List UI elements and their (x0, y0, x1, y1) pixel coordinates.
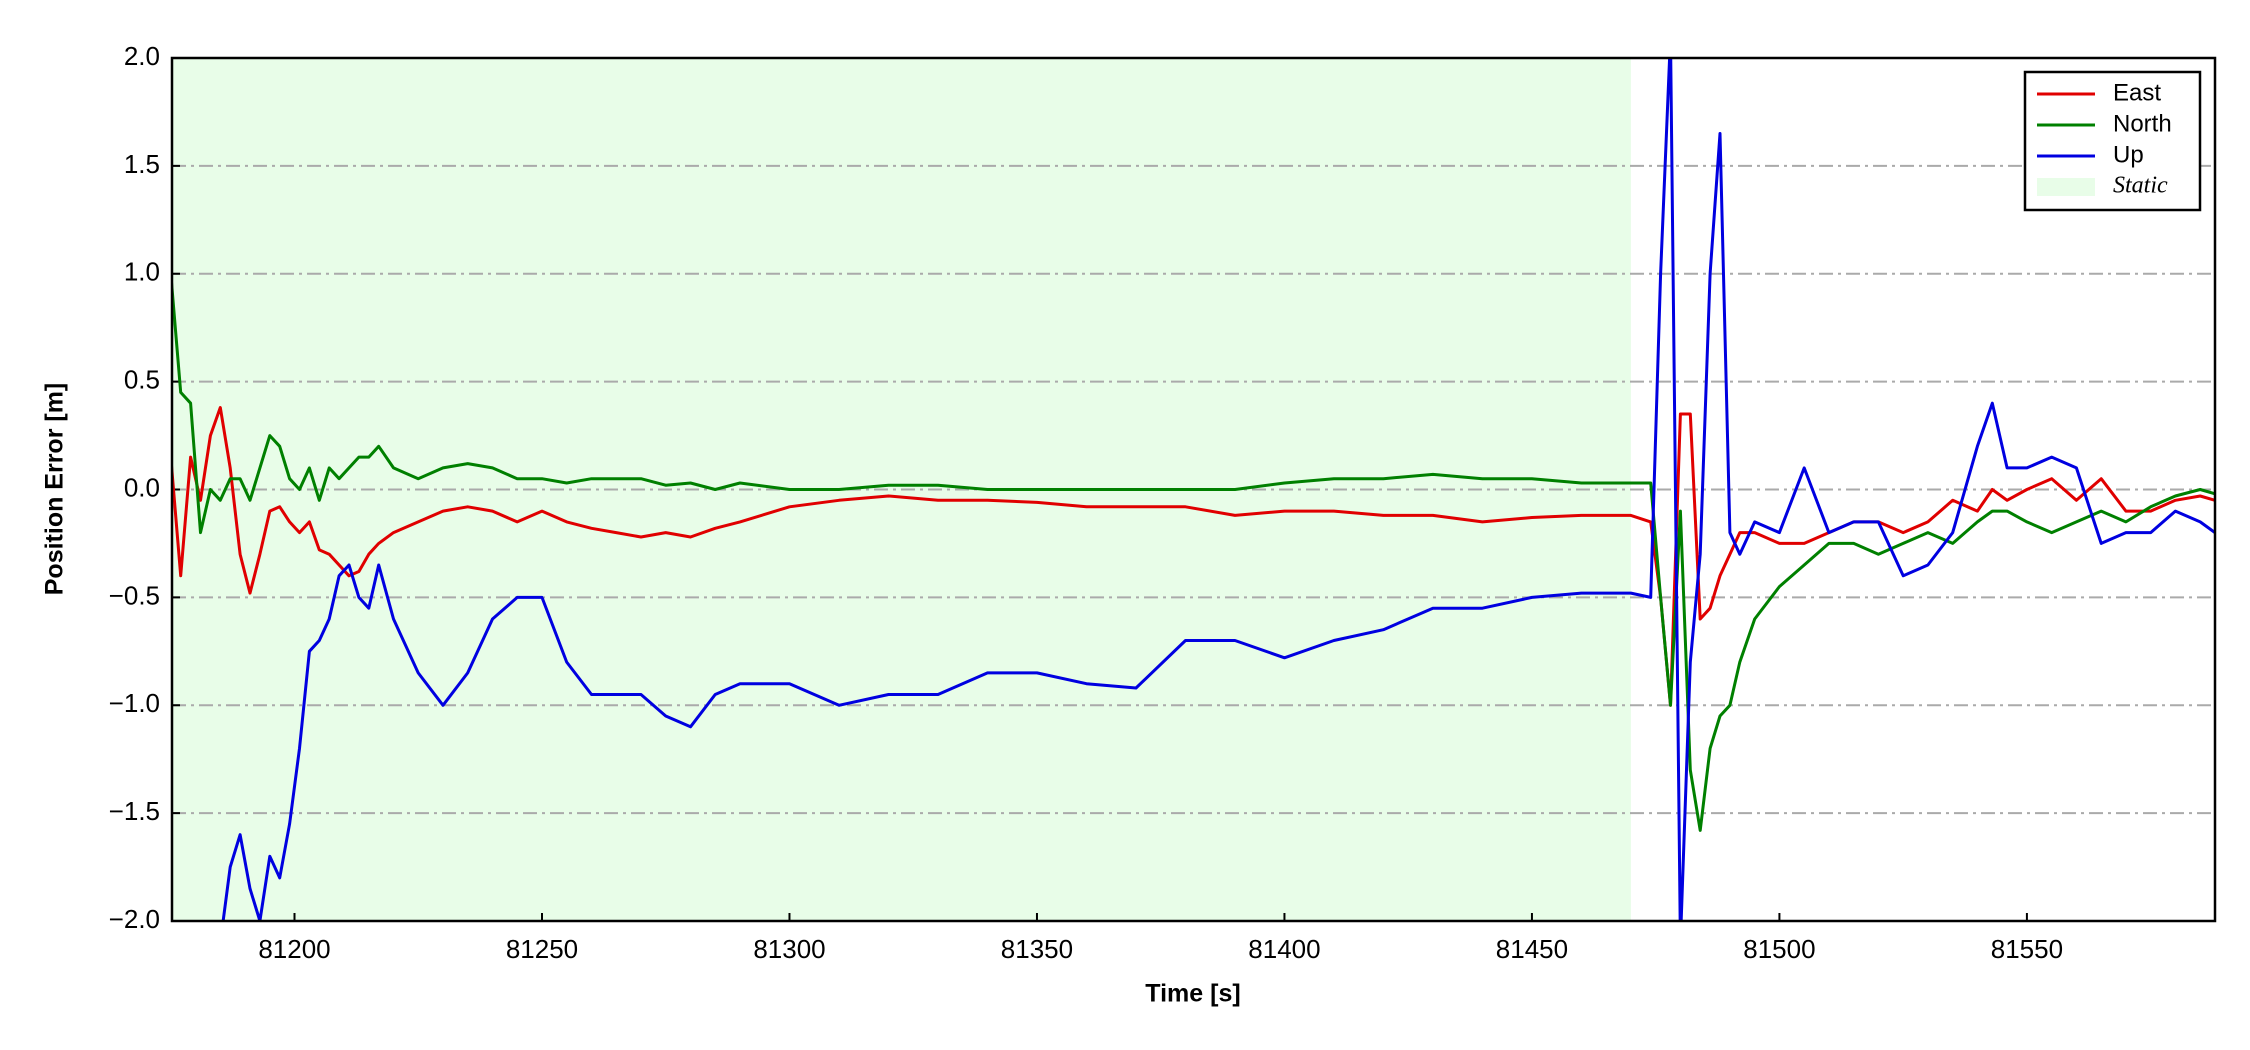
legend-label: North (2113, 110, 2172, 137)
y-tick-label: 2.0 (124, 41, 160, 71)
y-tick-label: 1.0 (124, 257, 160, 287)
plot-frame (170, 56, 2217, 923)
series-line (172, 406, 2215, 707)
y-tick-label: −1.5 (109, 796, 160, 826)
x-tick-label: 81400 (1248, 934, 1320, 964)
legend-swatch (2037, 178, 2095, 196)
legend-label: Up (2113, 141, 2144, 168)
plot-area (172, 58, 2215, 921)
y-tick-label: −2.0 (109, 904, 160, 934)
x-tick-label: 81300 (753, 934, 825, 964)
legend-label: East (2113, 79, 2161, 106)
series-line (221, 58, 2215, 921)
x-axis-label: Time [s] (1145, 980, 1240, 1008)
y-axis-label: Position Error [m] (41, 383, 69, 596)
x-tick-label: 81500 (1743, 934, 1815, 964)
x-tick-label: 81250 (506, 934, 578, 964)
y-tick-label: −1.0 (109, 688, 160, 718)
x-tick-label: 81350 (1001, 934, 1073, 964)
y-tick-label: 0.0 (124, 472, 160, 502)
y-tick-label: 0.5 (124, 365, 160, 395)
legend-label: Static (2113, 173, 2168, 199)
y-tick-label: −0.5 (109, 580, 160, 610)
series-line (172, 273, 2215, 832)
y-tick-label: 1.5 (124, 149, 160, 179)
x-tick-label: 81200 (258, 934, 330, 964)
x-tick-label: 81550 (1991, 934, 2063, 964)
x-tick-label: 81450 (1496, 934, 1568, 964)
